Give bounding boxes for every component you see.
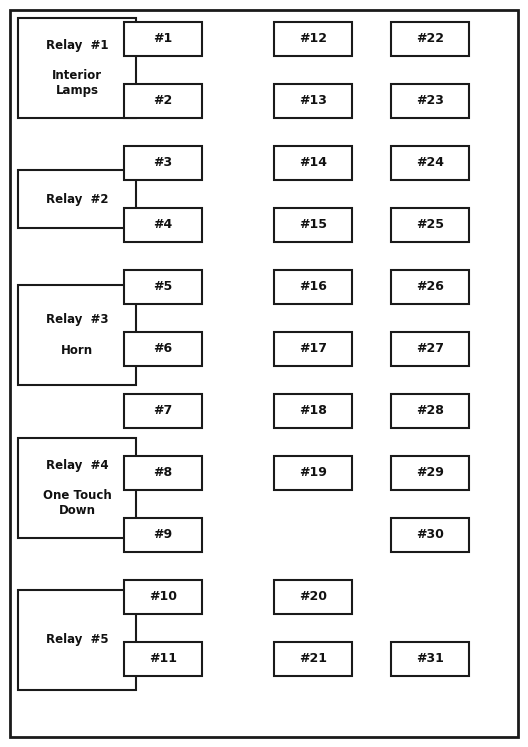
Bar	[124, 22, 202, 56]
Text: #27: #27	[416, 343, 444, 356]
Bar	[124, 208, 202, 242]
Bar	[274, 642, 352, 676]
Text: #10: #10	[149, 590, 177, 604]
Bar	[18, 438, 136, 538]
Text: #16: #16	[299, 281, 327, 294]
Text: #5: #5	[153, 281, 173, 294]
Bar	[274, 270, 352, 304]
Text: #28: #28	[416, 404, 444, 418]
Text: #24: #24	[416, 157, 444, 170]
Bar	[18, 18, 136, 118]
Bar	[18, 170, 136, 228]
Bar	[274, 84, 352, 118]
Bar	[18, 590, 136, 690]
Text: #9: #9	[154, 528, 173, 542]
Text: #8: #8	[154, 466, 173, 480]
Bar	[124, 580, 202, 614]
Text: Relay  #3

Horn: Relay #3 Horn	[46, 314, 108, 356]
Bar	[391, 84, 469, 118]
Text: #21: #21	[299, 652, 327, 666]
Bar	[391, 270, 469, 304]
Bar	[391, 518, 469, 552]
Text: Relay  #2: Relay #2	[46, 193, 108, 205]
Text: #3: #3	[154, 157, 173, 170]
Bar	[274, 146, 352, 180]
Bar	[124, 332, 202, 366]
Text: #23: #23	[416, 95, 444, 108]
Bar	[274, 22, 352, 56]
Text: #4: #4	[153, 219, 173, 232]
Text: #19: #19	[299, 466, 327, 480]
Text: Relay  #4

One Touch
Down: Relay #4 One Touch Down	[43, 459, 111, 517]
Text: #13: #13	[299, 95, 327, 108]
Text: #18: #18	[299, 404, 327, 418]
Text: #29: #29	[416, 466, 444, 480]
Text: #12: #12	[299, 33, 327, 46]
Text: #1: #1	[153, 33, 173, 46]
Bar	[124, 84, 202, 118]
Bar	[391, 208, 469, 242]
Text: #7: #7	[153, 404, 173, 418]
Bar	[391, 332, 469, 366]
Bar	[391, 146, 469, 180]
Text: #20: #20	[299, 590, 327, 604]
Text: Relay  #5: Relay #5	[46, 633, 108, 646]
Bar	[391, 394, 469, 428]
Bar	[391, 456, 469, 490]
Text: #22: #22	[416, 33, 444, 46]
Bar	[274, 394, 352, 428]
Bar	[391, 642, 469, 676]
Bar	[124, 394, 202, 428]
Text: #25: #25	[416, 219, 444, 232]
Bar	[274, 456, 352, 490]
Text: Relay  #1

Interior
Lamps: Relay #1 Interior Lamps	[46, 39, 108, 97]
Bar	[274, 580, 352, 614]
Text: #14: #14	[299, 157, 327, 170]
Bar	[18, 285, 136, 385]
Text: #2: #2	[153, 95, 173, 108]
Bar	[124, 146, 202, 180]
Text: #6: #6	[154, 343, 173, 356]
Text: #26: #26	[416, 281, 444, 294]
Text: #31: #31	[416, 652, 444, 666]
Bar	[124, 518, 202, 552]
Bar	[124, 270, 202, 304]
Bar	[124, 642, 202, 676]
Text: #17: #17	[299, 343, 327, 356]
Bar	[274, 332, 352, 366]
Bar	[124, 456, 202, 490]
Text: #11: #11	[149, 652, 177, 666]
Bar	[391, 22, 469, 56]
Text: #30: #30	[416, 528, 444, 542]
Text: #15: #15	[299, 219, 327, 232]
Bar	[274, 208, 352, 242]
